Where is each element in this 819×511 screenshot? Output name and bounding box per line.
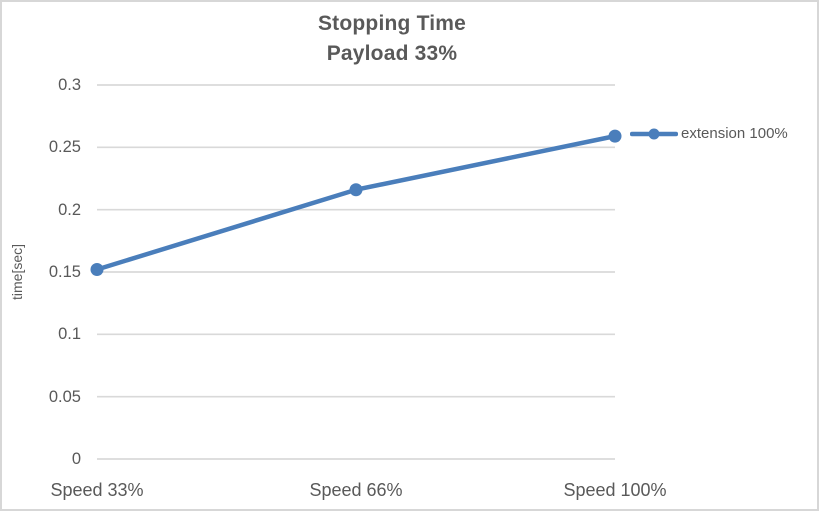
y-tick-label: 0.05 [48,387,81,406]
data-line [94,133,618,272]
x-tick-label: Speed 66% [309,480,403,500]
data-point-marker [90,263,104,277]
legend: extension 100% [630,124,788,143]
y-tick-label: 0.3 [58,76,81,94]
chart-title-line1: Stopping Time [317,12,467,35]
y-tick-label: 0.25 [48,138,81,157]
legend-line-marker-icon [630,128,678,139]
legend-label: extension 100% [681,125,788,142]
chart-title-line2: Payload 33% [326,42,458,65]
y-tick-label: 0.1 [58,325,81,344]
y-tick-label: 0 [71,450,81,468]
data-point-marker [608,129,622,143]
x-tick-label: Speed 33% [50,480,144,500]
y-tick-label: 0.15 [48,263,81,281]
chart-title: Stopping Time Payload 33% [2,9,782,69]
data-point-marker [349,183,363,197]
legend-dot [648,128,660,139]
y-tick-label: 0.2 [58,200,81,219]
x-tick-label: Speed 100% [563,480,667,500]
